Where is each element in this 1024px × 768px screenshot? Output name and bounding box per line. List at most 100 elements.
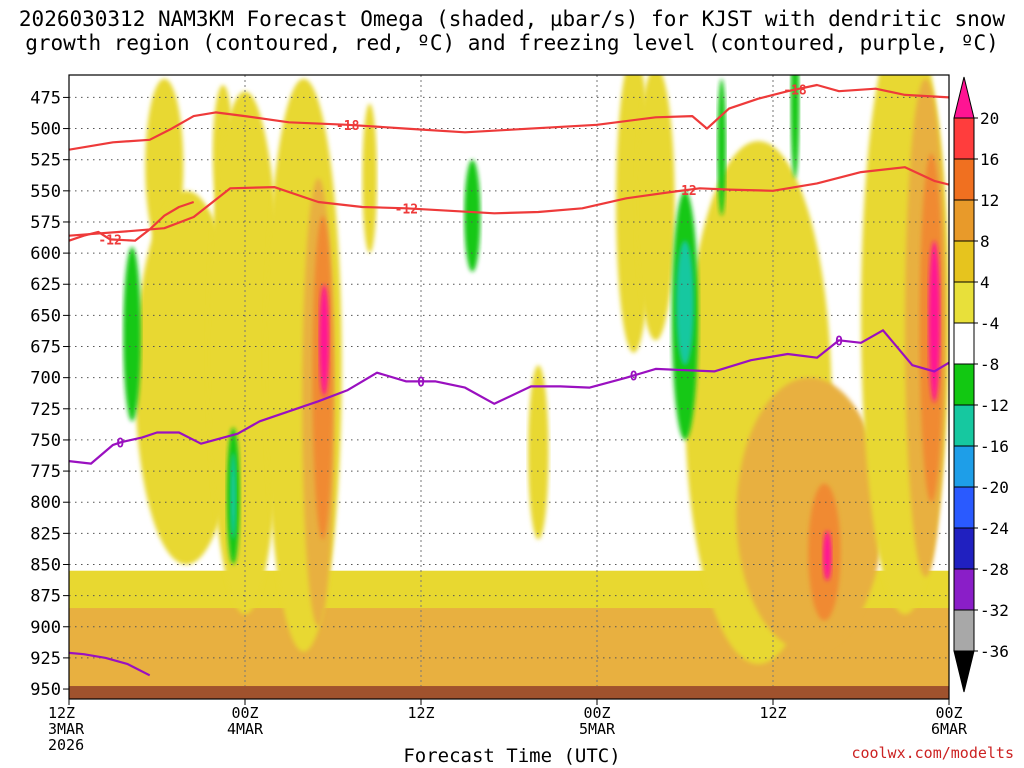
ground-surface bbox=[69, 686, 949, 699]
y-tick-label: 925 bbox=[30, 649, 61, 669]
y-tick-label: 875 bbox=[30, 587, 61, 607]
colorbar-label: -12 bbox=[980, 396, 1009, 415]
omega-cell-weak_sink bbox=[123, 246, 141, 422]
y-tick-label: 775 bbox=[30, 462, 61, 482]
contour-line-0-freezing-level bbox=[69, 329, 949, 465]
contour-label: -12 bbox=[673, 184, 696, 199]
contour-label: 0 bbox=[835, 334, 843, 349]
x-tick-label: 2026 bbox=[48, 736, 84, 754]
colorbar-label: 20 bbox=[980, 109, 999, 128]
omega-cell-weak_rise bbox=[362, 103, 377, 254]
contour-label: -12 bbox=[395, 202, 418, 217]
y-tick-label: 550 bbox=[30, 182, 61, 202]
colorbar-label: -20 bbox=[980, 478, 1009, 497]
contour-label: -12 bbox=[98, 233, 121, 248]
x-tick-label: 4MAR bbox=[227, 720, 264, 738]
y-tick-label: 675 bbox=[30, 338, 61, 358]
colorbar-swatch bbox=[953, 363, 975, 406]
y-tick-label: 575 bbox=[30, 213, 61, 233]
y-tick-label: 500 bbox=[30, 120, 61, 140]
credit-text: coolwx.com/modelts bbox=[851, 744, 1014, 762]
colorbar-top-arrow bbox=[953, 76, 975, 119]
contour-label: 0 bbox=[116, 436, 124, 451]
x-tick-label: 6MAR bbox=[931, 720, 968, 738]
x-tick-label: 00Z bbox=[935, 704, 962, 722]
colorbar-swatch bbox=[953, 568, 975, 611]
omega-cell-extreme_rise bbox=[319, 284, 330, 397]
y-tick-label: 800 bbox=[30, 493, 61, 513]
plot-frame bbox=[68, 74, 950, 700]
temperature-contours: -18 -18 -12 -12 -12 0 0 0 0 bbox=[69, 83, 949, 677]
colorbar-label: -36 bbox=[980, 642, 1009, 661]
colorbar-label: -4 bbox=[980, 314, 999, 333]
colorbar-swatch bbox=[953, 117, 975, 160]
colorbar-swatch bbox=[953, 486, 975, 529]
contour-label: -18 bbox=[783, 84, 807, 99]
colorbar-swatch bbox=[953, 404, 975, 447]
colorbar-bottom-arrow bbox=[953, 650, 975, 693]
x-tick-label: 5MAR bbox=[579, 720, 616, 738]
y-tick-label: 625 bbox=[30, 275, 61, 295]
omega-cell-extreme_rise bbox=[822, 530, 832, 581]
omega-cell-weak_rise bbox=[528, 365, 549, 540]
colorbar-swatch bbox=[953, 527, 975, 570]
contour-line-0-surface bbox=[69, 651, 151, 677]
colorbar-swatch bbox=[953, 609, 975, 652]
colorbar-label: 8 bbox=[980, 232, 990, 251]
y-tick-label: 850 bbox=[30, 555, 61, 575]
colorbar-swatch bbox=[953, 281, 975, 324]
x-tick-label: 12Z bbox=[759, 704, 786, 722]
colorbar-label: -16 bbox=[980, 437, 1009, 456]
y-tick-label: 900 bbox=[30, 618, 61, 638]
colorbar-label: 16 bbox=[980, 150, 999, 169]
x-tick-label: 00Z bbox=[231, 704, 258, 722]
colorbar-label: 12 bbox=[980, 191, 999, 210]
contour-line--12-upper bbox=[69, 166, 949, 237]
omega-cell-weak_sink bbox=[790, 75, 800, 179]
contour-line--12-lower bbox=[69, 200, 195, 242]
y-tick-label: 525 bbox=[30, 151, 61, 171]
x-axis-label: Forecast Time (UTC) bbox=[403, 745, 621, 767]
omega-cell-weak_sink bbox=[464, 159, 481, 272]
x-tick-label: 00Z bbox=[583, 704, 610, 722]
colorbar-label: -24 bbox=[980, 519, 1009, 538]
y-axis: 475 500 525 550 575 600 625 650 675 700 725 750 775 8… bbox=[30, 88, 69, 700]
contour-line--18 bbox=[69, 83, 949, 151]
colorbar-label: -8 bbox=[980, 355, 999, 374]
chart-title-line-2: growth region (contoured, red, ºC) and f… bbox=[25, 31, 999, 55]
contour-label: -18 bbox=[336, 119, 360, 134]
colorbar-swatch bbox=[953, 445, 975, 488]
x-tick-label: 12Z bbox=[407, 704, 434, 722]
y-tick-label: 725 bbox=[30, 400, 61, 420]
colorbar-swatch bbox=[953, 240, 975, 283]
omega-cell-moderate_sink bbox=[676, 240, 694, 366]
omega-cell-weak_sink bbox=[717, 78, 727, 216]
colorbar: 20 16 12 8 4 -4 -8 -12 -16 -20 -24 -28 -32 -36 bbox=[953, 76, 1009, 693]
y-tick-label: 475 bbox=[30, 88, 61, 108]
omega-cell-extreme_rise bbox=[928, 240, 941, 403]
colorbar-swatch bbox=[953, 158, 975, 201]
y-tick-label: 700 bbox=[30, 369, 61, 389]
omega-cell-moderate_rise bbox=[736, 377, 884, 652]
x-tick-label: 12Z bbox=[48, 704, 75, 722]
y-tick-label: 600 bbox=[30, 244, 61, 264]
omega-cell-moderate_sink bbox=[230, 452, 237, 540]
y-tick-label: 750 bbox=[30, 431, 61, 451]
colorbar-label: -28 bbox=[980, 560, 1009, 579]
contour-label: 0 bbox=[417, 375, 425, 390]
colorbar-label: 4 bbox=[980, 273, 990, 292]
colorbar-label: -32 bbox=[980, 601, 1009, 620]
grid-lines bbox=[69, 75, 949, 699]
y-tick-label: 650 bbox=[30, 306, 61, 326]
ground-fill bbox=[69, 686, 949, 699]
contour-label: 0 bbox=[630, 369, 638, 384]
y-tick-label: 950 bbox=[30, 680, 61, 700]
chart-title-line-1: 2026030312 NAM3KM Forecast Omega (shaded… bbox=[18, 7, 1006, 31]
y-tick-label: 825 bbox=[30, 524, 61, 544]
x-tick-label: 3MAR bbox=[48, 720, 85, 738]
omega-cell-weak_rise bbox=[636, 75, 675, 341]
omega-cell-weak_rise bbox=[208, 91, 282, 615]
colorbar-swatch bbox=[953, 199, 975, 242]
